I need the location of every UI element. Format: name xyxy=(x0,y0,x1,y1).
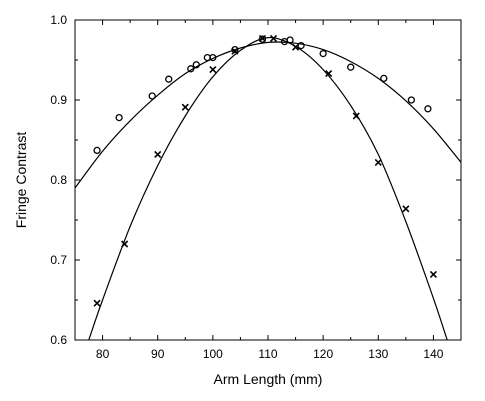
data-point-cross xyxy=(209,66,217,74)
fit-curve-cross xyxy=(88,36,448,340)
y-tick-labels: 0.6 0.7 0.8 0.9 1.0 xyxy=(50,13,67,347)
data-point-cross xyxy=(269,34,278,42)
data-point-cross xyxy=(258,34,267,42)
x-tick-label: 100 xyxy=(203,347,223,361)
data-point-circle xyxy=(407,96,416,104)
x-tick-label: 120 xyxy=(313,347,333,361)
data-point-circle xyxy=(115,113,123,122)
x-tick-label: 90 xyxy=(151,347,165,361)
data-point-circle xyxy=(93,146,101,155)
data-point-cross xyxy=(352,112,360,120)
data-point-cross xyxy=(93,299,101,307)
plot-frame xyxy=(74,19,462,341)
x-tick-label: 80 xyxy=(96,347,110,361)
y-tick-label: 0.8 xyxy=(50,173,67,187)
data-markers xyxy=(93,34,437,307)
data-point-cross xyxy=(181,103,189,111)
y-tick-label: 0.6 xyxy=(50,333,67,347)
data-point-circle xyxy=(209,53,217,62)
data-point-circle xyxy=(347,63,355,71)
x-axis-title: Arm Length (mm) xyxy=(214,371,323,387)
data-point-circle xyxy=(192,61,200,69)
data-point-cross xyxy=(402,205,410,213)
data-point-circle xyxy=(319,49,327,58)
data-point-cross xyxy=(121,240,129,248)
y-axis-title: Fringe Contrast xyxy=(13,132,29,229)
y-tick-label: 0.7 xyxy=(50,253,67,267)
data-point-cross xyxy=(292,43,300,51)
fit-curves xyxy=(75,36,461,340)
data-point-circle xyxy=(165,75,173,83)
data-point-circle xyxy=(286,36,294,44)
x-tick-label: 140 xyxy=(423,347,443,361)
data-point-circle xyxy=(258,35,267,43)
x-tick-label: 130 xyxy=(368,347,388,361)
fit-curve-circle xyxy=(75,41,461,189)
data-point-circle xyxy=(231,45,239,54)
data-point-circle xyxy=(424,105,432,113)
data-point-cross xyxy=(429,270,437,278)
data-point-cross xyxy=(374,158,382,166)
y-tick-label: 1.0 xyxy=(50,13,67,27)
data-point-circle xyxy=(187,65,195,73)
data-point-cross xyxy=(231,47,239,55)
data-point-circle xyxy=(380,74,388,83)
y-tick-label: 0.9 xyxy=(50,93,67,107)
x-tick-labels: 80 90 100 110 120 130 140 xyxy=(96,347,444,361)
data-point-circle xyxy=(148,92,156,100)
data-point-cross xyxy=(325,70,333,78)
x-tick-label: 110 xyxy=(258,347,277,361)
data-point-cross xyxy=(154,150,162,158)
axis-ticks xyxy=(74,19,462,341)
